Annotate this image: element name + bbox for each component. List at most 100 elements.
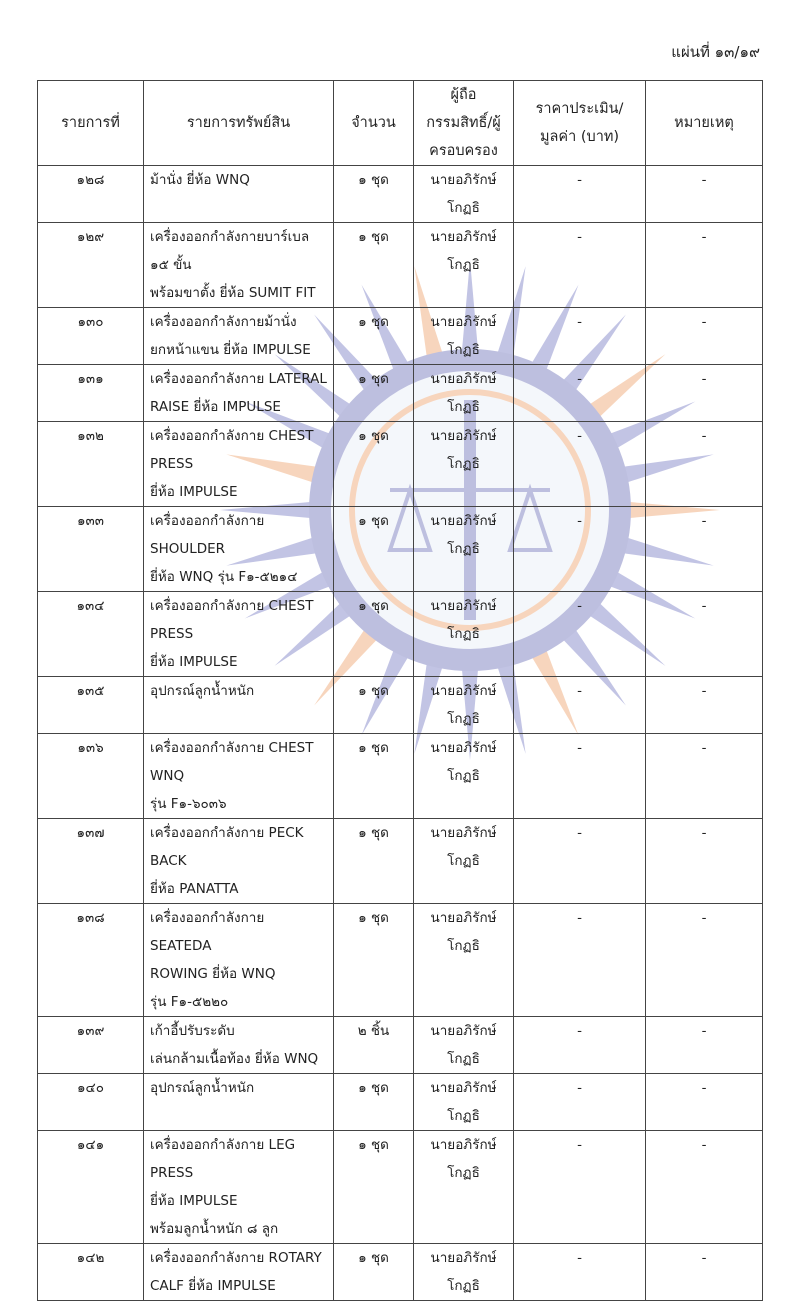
quantity: ๑ ชุด <box>333 165 414 223</box>
owner: นายอภิรักษ์ โกฏธิ <box>413 1130 514 1244</box>
item-number: ๑๓๒ <box>37 421 144 507</box>
quantity: ๑ ชุด <box>333 307 414 365</box>
quantity: ๑ ชุด <box>333 222 414 308</box>
item-number: ๑๓๘ <box>37 903 144 1017</box>
asset-description-line: เล่นกล้ามเนื้อท้อง ยี่ห้อ WNQ <box>150 1051 319 1067</box>
owner-line: นายอภิรักษ์ <box>430 428 497 444</box>
table-row: ๑๓๕ อุปกรณ์ลูกน้ำหนัก๑ ชุด นายอภิรักษ์ โกฏธ… <box>37 676 763 734</box>
header-item-no: รายการที่ <box>37 80 144 166</box>
owner-line: โกฏธิ <box>447 541 480 557</box>
asset-description-line: RAISE ยี่ห้อ IMPULSE <box>150 399 281 415</box>
owner: นายอภิรักษ์ โกฏธิ <box>413 165 514 223</box>
owner-line: โกฏธิ <box>447 1278 480 1294</box>
remark: - <box>645 165 763 223</box>
remark: - <box>645 591 763 677</box>
asset-description-line: รุ่น F๑-๖๐๓๖ <box>150 796 227 812</box>
appraised-price: - <box>513 676 646 734</box>
remark: - <box>645 222 763 308</box>
asset-description-line: รุ่น F๑-๕๒๒๐ <box>150 994 229 1010</box>
owner: นายอภิรักษ์ โกฏธิ <box>413 818 514 904</box>
asset-description-line: เครื่องออกกำลังกาย SEATEDA <box>150 910 265 954</box>
owner: นายอภิรักษ์โกฏธิ <box>413 676 514 734</box>
asset-description: เครื่องออกกำลังกายบาร์เบล ๑๕ ขั้น พร้อมขา… <box>143 222 334 308</box>
quantity: ๑ ชุด <box>333 1243 414 1301</box>
asset-description: เครื่องออกกำลังกาย SEATEDA ROWING ยี่ห้อ … <box>143 903 334 1017</box>
owner-line: โกฏธิ <box>447 711 480 727</box>
table-row: ๑๓๙ เก้าอี้ปรับระดับ เล่นกล้ามเนื้อท้อง ยี… <box>37 1016 763 1074</box>
owner: นายอภิรักษ์ โกฏธิ <box>413 421 514 507</box>
owner-line: นายอภิรักษ์ <box>430 314 497 330</box>
appraised-price: - <box>513 733 646 819</box>
appraised-price: - <box>513 421 646 507</box>
quantity: ๑ ชุด <box>333 364 414 422</box>
quantity: ๑ ชุด <box>333 591 414 677</box>
appraised-price: - <box>513 222 646 308</box>
remark: - <box>645 733 763 819</box>
asset-description-line: เครื่องออกกำลังกาย CHEST PRESS <box>150 598 314 642</box>
quantity: ๑ ชุด <box>333 1073 414 1131</box>
asset-description-line: ยี่ห้อ WNQ รุ่น F๑-๕๒๑๔ <box>150 569 298 585</box>
item-number: ๑๓๐ <box>37 307 144 365</box>
quantity: ๑ ชุด <box>333 1130 414 1244</box>
table-row: ๑๓๓ เครื่องออกกำลังกาย SHOULDER ยี่ห้อ WNQ… <box>37 506 763 592</box>
asset-description: เครื่องออกกำลังกาย ROTARY CALF ยี่ห้อ IMP… <box>143 1243 334 1301</box>
owner-line: นายอภิรักษ์ <box>430 683 497 699</box>
table-row: ๑๒๘ ม้านั่ง ยี่ห้อ WNQ ๑ ชุด นายอภิรักษ์ โกฏ… <box>37 165 763 223</box>
asset-description-line: เครื่องออกกำลังกายบาร์เบล ๑๕ ขั้น <box>150 229 310 273</box>
owner-line: นายอภิรักษ์ <box>430 1023 497 1039</box>
asset-description: เครื่องออกกำลังกาย PECK BACK ยี่ห้อ PANAT… <box>143 818 334 904</box>
owner: นายอภิรักษ์ โกฏธิ <box>413 222 514 308</box>
asset-description-line: เครื่องออกกำลังกาย PECK BACK <box>150 825 304 869</box>
asset-description-line: ROWING ยี่ห้อ WNQ <box>150 966 276 982</box>
owner-line: นายอภิรักษ์ <box>430 172 497 188</box>
owner: นายอภิรักษ์โกฏธิ <box>413 506 514 592</box>
appraised-price: - <box>513 364 646 422</box>
table-row: ๑๓๖ เครื่องออกกำลังกาย CHEST WNQ รุ่น F๑-๖… <box>37 733 763 819</box>
quantity: ๑ ชุด <box>333 421 414 507</box>
owner-line: โกฏธิ <box>447 1165 480 1181</box>
owner-line: โกฏธิ <box>447 768 480 784</box>
header-note: หมายเหตุ <box>645 80 763 166</box>
owner-line: นายอภิรักษ์ <box>430 229 497 245</box>
asset-description: เครื่องออกกำลังกาย SHOULDER ยี่ห้อ WNQ รุ… <box>143 506 334 592</box>
owner-line: นายอภิรักษ์ <box>430 598 497 614</box>
item-number: ๑๓๗ <box>37 818 144 904</box>
quantity: ๑ ชุด <box>333 733 414 819</box>
owner-line: โกฏธิ <box>447 399 480 415</box>
remark: - <box>645 1073 763 1131</box>
owner: นายอภิรักษ์ โกฏธิ <box>413 364 514 422</box>
asset-description: เครื่องออกกำลังกาย LEG PRESS ยี่ห้อ IMPUL… <box>143 1130 334 1244</box>
asset-description-line: เครื่องออกกำลังกาย SHOULDER <box>150 513 265 557</box>
asset-description-line: ยี่ห้อ IMPULSE <box>150 484 238 500</box>
appraised-price: - <box>513 1243 646 1301</box>
asset-description-line: พร้อมลูกน้ำหนัก ๘ ลูก <box>150 1221 279 1237</box>
appraised-price: - <box>513 307 646 365</box>
quantity: ๑ ชุด <box>333 506 414 592</box>
owner: นายอภิรักษ์ โกฏธิ <box>413 1243 514 1301</box>
header-owner: ผู้ถือกรรมสิทธิ์/ผู้ครอบครอง <box>413 80 514 166</box>
quantity: ๑ ชุด <box>333 903 414 1017</box>
item-number: ๑๓๖ <box>37 733 144 819</box>
table-row: ๑๓๘ เครื่องออกกำลังกาย SEATEDA ROWING ยี่ห… <box>37 903 763 1017</box>
asset-description: ม้านั่ง ยี่ห้อ WNQ <box>143 165 334 223</box>
asset-description: เครื่องออกกำลังกาย LATERAL RAISE ยี่ห้อ I… <box>143 364 334 422</box>
remark: - <box>645 1243 763 1301</box>
quantity: ๑ ชุด <box>333 676 414 734</box>
owner: นายอภิรักษ์ โกฏธิ <box>413 903 514 1017</box>
appraised-price: - <box>513 1130 646 1244</box>
remark: - <box>645 1016 763 1074</box>
asset-description-line: ยี่ห้อ IMPULSE <box>150 1193 238 1209</box>
header-asset: รายการทรัพย์สิน <box>143 80 334 166</box>
remark: - <box>645 506 763 592</box>
owner-line: โกฏธิ <box>447 342 480 358</box>
item-number: ๑๓๓ <box>37 506 144 592</box>
table-row: ๑๒๙ เครื่องออกกำลังกายบาร์เบล ๑๕ ขั้น พร้อ… <box>37 222 763 308</box>
owner-line: นายอภิรักษ์ <box>430 513 497 529</box>
asset-description: เครื่องออกกำลังกายม้านั่ง ยกหน้าแขน ยี่ห้… <box>143 307 334 365</box>
appraised-price: - <box>513 903 646 1017</box>
asset-description-line: เครื่องออกกำลังกาย CHEST WNQ <box>150 740 314 784</box>
asset-description-line: อุปกรณ์ลูกน้ำหนัก <box>150 683 255 699</box>
header-qty: จำนวน <box>333 80 414 166</box>
asset-description-line: CALF ยี่ห้อ IMPULSE <box>150 1278 276 1294</box>
item-number: ๑๔๐ <box>37 1073 144 1131</box>
